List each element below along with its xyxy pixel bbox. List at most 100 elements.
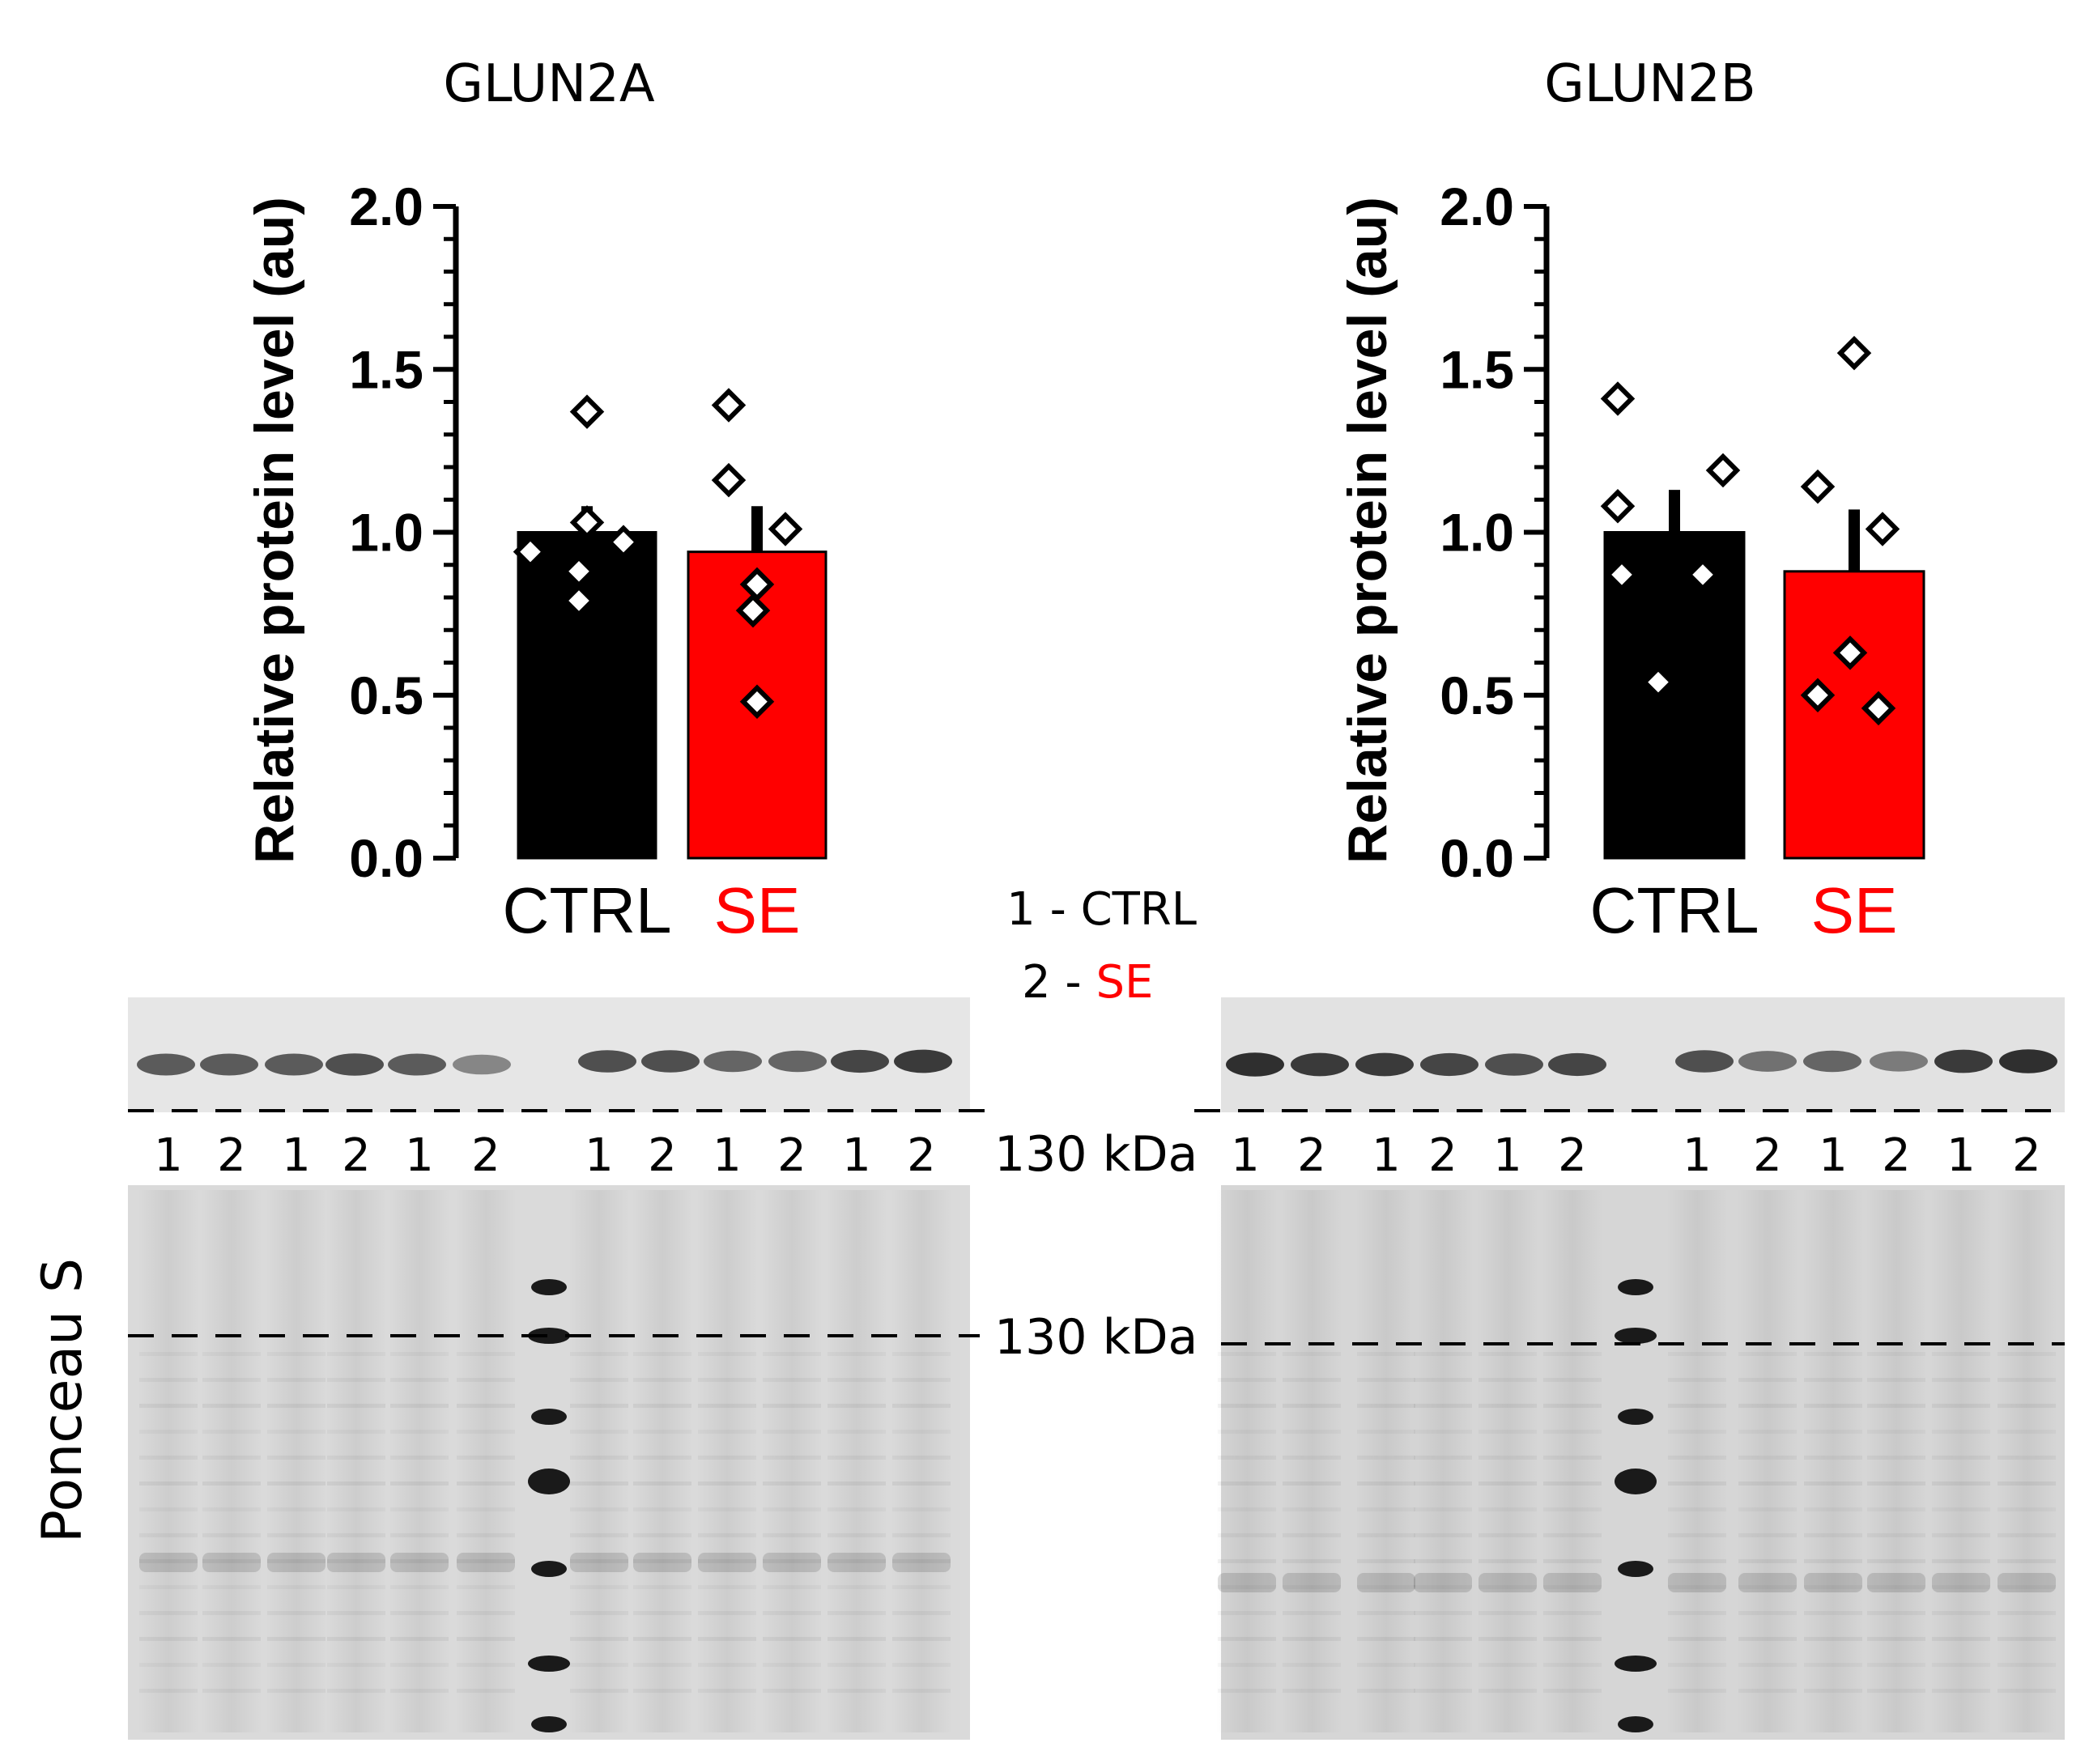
ponceau-stripe: [1804, 1689, 1862, 1693]
ponceau-stripe: [633, 1507, 691, 1511]
ponceau-stripe: [570, 1637, 628, 1641]
y-tick-label: 0.0: [349, 828, 423, 888]
ponceau-stripe: [698, 1507, 756, 1511]
ponceau-stripe: [1668, 1352, 1726, 1356]
ponceau-stripe: [139, 1663, 198, 1667]
blot-band: [1291, 1052, 1349, 1077]
ponceau-stripe: [1867, 1430, 1925, 1434]
ponceau-stripe: [139, 1637, 198, 1641]
ponceau-stripe: [633, 1352, 691, 1356]
blot-band: [831, 1049, 889, 1073]
data-point: [606, 525, 641, 559]
ponceau-stripe: [1932, 1430, 1990, 1434]
legend-line-2: 2 - SE: [1022, 956, 1153, 1009]
ponceau-stripe: [1218, 1404, 1276, 1408]
data-point: [561, 583, 597, 618]
ponceau-stripe: [390, 1404, 449, 1408]
ponceau-stripe: [1932, 1533, 1990, 1537]
ponceau-lane: [1996, 1190, 2057, 1732]
lane-label: 1: [1819, 1129, 1848, 1182]
lane-label: 2: [1558, 1129, 1587, 1182]
y-tick-label: 0.5: [349, 665, 423, 725]
lane-label: 2: [217, 1129, 246, 1182]
data-point: [1685, 557, 1721, 593]
ponceau-stripe: [1414, 1689, 1472, 1693]
ponceau-lane: [1866, 1190, 1927, 1732]
ponceau-stripe: [1543, 1637, 1602, 1641]
ponceau-stripe: [1668, 1689, 1726, 1693]
data-point: [711, 388, 747, 423]
ponceau-stripe: [1478, 1533, 1537, 1537]
ponceau-stripe: [139, 1689, 198, 1693]
ponceau-band: [1478, 1573, 1537, 1592]
ponceau-stripe: [202, 1533, 261, 1537]
ponceau-stripe: [1738, 1507, 1797, 1511]
ponceau-stripe: [1867, 1352, 1925, 1356]
bar-ctrl: [517, 531, 657, 860]
ponceau-band: [633, 1553, 691, 1572]
ponceau-lane: [1216, 1190, 1278, 1732]
ponceau-stripe: [633, 1481, 691, 1486]
ponceau-stripe: [633, 1585, 691, 1589]
ponceau-stripe: [1998, 1481, 2056, 1486]
data-point: [711, 462, 747, 498]
ponceau-stripe: [202, 1481, 261, 1486]
ponceau-stripe: [1543, 1611, 1602, 1615]
ponceau-stripe: [390, 1585, 449, 1589]
ponceau-stripe: [1414, 1663, 1472, 1667]
ponceau-band: [763, 1553, 821, 1572]
ponceau-stripe: [828, 1585, 886, 1589]
ponceau-stripe: [1668, 1404, 1726, 1408]
ponceau-stripe: [1738, 1456, 1797, 1460]
ponceau-lane: [696, 1190, 758, 1732]
ponceau-stripe: [1998, 1637, 2056, 1641]
ponceau-stripe: [327, 1456, 385, 1460]
ponceau-stripe: [1543, 1481, 1602, 1486]
ponceau-stripe: [1738, 1663, 1797, 1667]
blot-band: [1999, 1049, 2057, 1073]
ponceau-stripe: [1998, 1663, 2056, 1667]
ponceau-stripe: [763, 1378, 821, 1382]
ponceau-stripe: [457, 1352, 515, 1356]
ponceau-stripe: [763, 1663, 821, 1667]
ponceau-band: [1283, 1573, 1341, 1592]
ponceau-stripe: [1738, 1689, 1797, 1693]
ladder-band: [528, 1469, 570, 1494]
ponceau-stripe: [1414, 1352, 1472, 1356]
ponceau-stripe: [1478, 1456, 1537, 1460]
ponceau-lane: [1477, 1190, 1538, 1732]
ponceau-stripe: [1357, 1559, 1415, 1563]
ponceau-stripe: [1668, 1559, 1726, 1563]
ponceau-stripe: [457, 1637, 515, 1641]
ponceau-stripe: [1357, 1533, 1415, 1537]
plot-area: 0.0 0.5 1.0 1.5 2.0: [349, 176, 828, 888]
lane-label: 2: [2012, 1129, 2041, 1182]
ponceau-stripe: [390, 1378, 449, 1382]
ponceau-stripe: [1668, 1663, 1726, 1667]
ponceau-stripe: [1738, 1481, 1797, 1486]
data-point: [768, 512, 803, 546]
ponceau-stripe: [1804, 1404, 1862, 1408]
ponceau-stripe: [1867, 1663, 1925, 1667]
ponceau-stripe: [892, 1585, 951, 1589]
ponceau-stripe: [1738, 1637, 1797, 1641]
ponceau-stripe: [1543, 1663, 1602, 1667]
ponceau-stripe: [828, 1481, 886, 1486]
ponceau-stripe: [327, 1378, 385, 1382]
lane-label: 1: [1683, 1129, 1712, 1182]
ponceau-stripe: [390, 1507, 449, 1511]
ponceau-stripe: [327, 1637, 385, 1641]
ponceau-stripe: [1998, 1559, 2056, 1563]
ladder-band: [531, 1279, 567, 1295]
data-point: [735, 593, 771, 628]
ponceau-stripe: [1478, 1430, 1537, 1434]
lane-label: 1: [1372, 1129, 1401, 1182]
x-category-ctrl: CTRL: [503, 874, 672, 946]
chart-title: GLUN2B: [1544, 54, 1755, 114]
ponceau-stripe: [1668, 1430, 1726, 1434]
ponceau-stripe: [892, 1404, 951, 1408]
ponceau-lane: [138, 1190, 199, 1732]
ponceau-stripe: [1478, 1481, 1537, 1486]
ponceau-stripe: [1668, 1481, 1726, 1486]
